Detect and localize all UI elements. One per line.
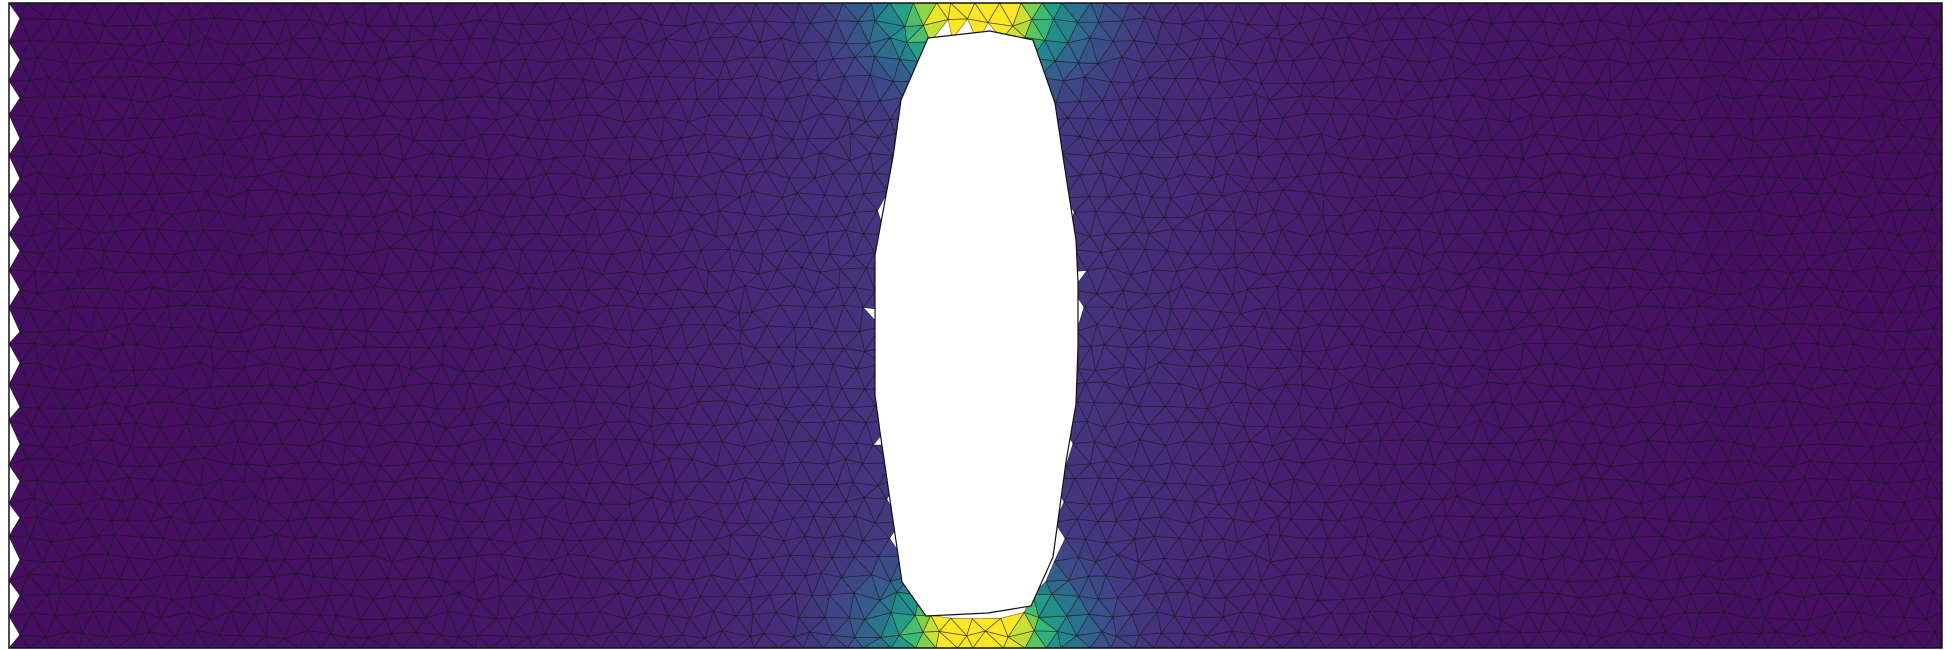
mesh-viewport (8, 2, 1943, 649)
mesh-plot (8, 2, 1943, 649)
